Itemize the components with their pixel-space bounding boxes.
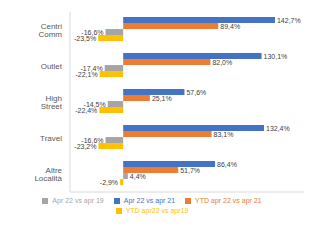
svg-text:Outlet: Outlet (41, 62, 63, 71)
svg-text:83,1%: 83,1% (214, 131, 234, 138)
svg-text:82,0%: 82,0% (212, 59, 232, 66)
html-text:YTD apr22 vs apr19: YTD apr22 vs apr19 (125, 207, 189, 214)
html-text:YTD apr 22 vs apr 21: YTD apr 22 vs apr 21 (195, 197, 262, 204)
svg-text:-16,6%: -16,6% (81, 136, 104, 144)
svg-text:51,7%: 51,7% (180, 167, 200, 174)
svg-text:-23,2%: -23,2% (74, 143, 96, 150)
html-text:Apr 22 vs apr 19: Apr 22 vs apr 19 (52, 197, 104, 204)
svg-text:142,7%: 142,7% (277, 17, 301, 24)
svg-text:25,1%: 25,1% (152, 95, 172, 102)
svg-text:Travel: Travel (40, 134, 62, 143)
svg-text:AltreLocalità: AltreLocalità (34, 166, 62, 183)
svg-text:-17,4%: -17,4% (80, 64, 103, 72)
html-text:Apr 22 vs apr 21: Apr 22 vs apr 21 (123, 197, 176, 204)
svg-text:-2,9%: -2,9% (100, 179, 118, 186)
svg-text:132,4%: 132,4% (266, 125, 290, 132)
svg-text:57,6%: 57,6% (186, 89, 206, 96)
svg-text:-16,6%: -16,6% (81, 28, 104, 36)
svg-text:89,4%: 89,4% (220, 23, 240, 30)
svg-text:-22,1%: -22,1% (75, 71, 97, 78)
svg-text:4,4%: 4,4% (130, 173, 146, 180)
svg-text:-14,5%: -14,5% (83, 100, 106, 108)
svg-text:-23,5%: -23,5% (74, 35, 96, 42)
svg-text:86,4%: 86,4% (217, 161, 237, 168)
svg-text:HighStreet: HighStreet (41, 94, 63, 111)
svg-text:-22,4%: -22,4% (75, 107, 97, 114)
svg-text:CentriComm: CentriComm (38, 22, 62, 39)
svg-text:130,1%: 130,1% (264, 53, 288, 60)
